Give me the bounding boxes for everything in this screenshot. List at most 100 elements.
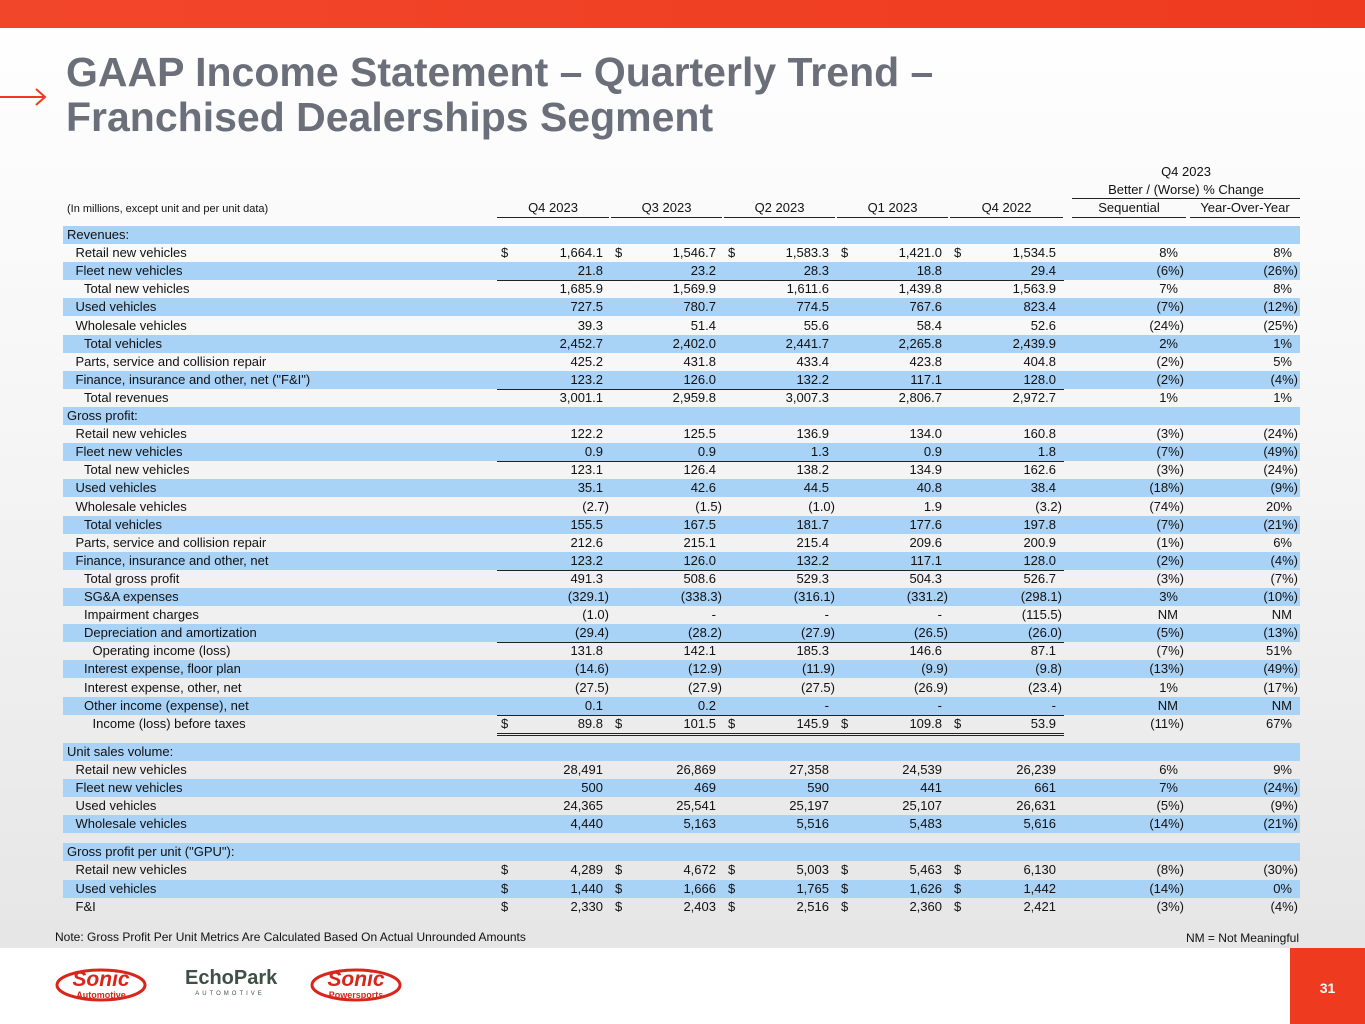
change-cell: (12%) bbox=[1263, 299, 1298, 315]
cell: 123.1 bbox=[570, 462, 603, 478]
cell: 101.5 bbox=[683, 715, 716, 731]
currency-sign: $ bbox=[501, 880, 509, 896]
cell: 767.6 bbox=[909, 299, 942, 315]
row-label: Used vehicles bbox=[75, 798, 157, 814]
cell: 500 bbox=[581, 780, 603, 795]
cell: 162.6 bbox=[1023, 462, 1056, 478]
change-cell: 5% bbox=[1273, 353, 1292, 369]
total-rule bbox=[497, 732, 1064, 736]
cell: 58.4 bbox=[916, 317, 942, 333]
cell: 5,516 bbox=[796, 816, 829, 832]
cell: 1,546.7 bbox=[672, 245, 716, 261]
cell: 5,616 bbox=[1023, 816, 1056, 832]
change-cell: (24%) bbox=[1149, 317, 1184, 333]
cell: - bbox=[937, 607, 942, 623]
row-label: Retail new vehicles bbox=[75, 245, 187, 261]
title-line: GAAP Income Statement – Quarterly Trend … bbox=[66, 49, 934, 95]
cell: 780.7 bbox=[683, 299, 716, 315]
change-cell: (3%) bbox=[1156, 570, 1184, 586]
currency-sign: $ bbox=[841, 880, 849, 896]
row-label: Fleet new vehicles bbox=[75, 444, 183, 460]
cell: - bbox=[824, 607, 829, 623]
row-label: Total new vehicles bbox=[84, 281, 190, 297]
change-cell: (21%) bbox=[1263, 816, 1298, 832]
cell: 185.3 bbox=[796, 643, 829, 659]
row-shade bbox=[63, 742, 1300, 761]
row-label: Interest expense, other, net bbox=[84, 679, 242, 695]
cell: 26,239 bbox=[1016, 761, 1056, 777]
currency-sign: $ bbox=[841, 898, 849, 914]
change-cell: (14%) bbox=[1149, 880, 1184, 896]
change-cell: (49%) bbox=[1263, 444, 1298, 460]
cell: 433.4 bbox=[796, 353, 829, 369]
cell: 25,197 bbox=[789, 798, 829, 814]
cell: 1,664.1 bbox=[559, 245, 603, 261]
cell: (26.5) bbox=[914, 625, 948, 641]
cell: 52.6 bbox=[1030, 317, 1056, 333]
cell: (1.0) bbox=[808, 498, 835, 514]
cell: (28.2) bbox=[688, 625, 722, 641]
footer-band bbox=[0, 948, 1290, 1024]
cell: 126.4 bbox=[683, 462, 716, 478]
cell: 504.3 bbox=[909, 570, 942, 586]
change-cell: 9% bbox=[1273, 761, 1292, 777]
change-cell: (5%) bbox=[1156, 798, 1184, 814]
change-cell: (3%) bbox=[1156, 898, 1184, 914]
row-shade bbox=[63, 696, 1300, 715]
cell: 1,439.8 bbox=[898, 281, 942, 297]
currency-sign: $ bbox=[728, 862, 736, 878]
units-note: (In millions, except unit and per unit d… bbox=[67, 203, 269, 215]
cell: 1.8 bbox=[1037, 444, 1056, 460]
cell: - bbox=[937, 697, 942, 713]
currency-sign: $ bbox=[728, 245, 736, 261]
currency-sign: $ bbox=[954, 715, 962, 731]
cell: 51.4 bbox=[690, 317, 716, 333]
cell: 25,107 bbox=[902, 798, 942, 814]
row-shade bbox=[63, 443, 1300, 462]
logo-name: Sonic bbox=[72, 968, 130, 991]
cell: 44.5 bbox=[803, 480, 829, 496]
cell: 431.8 bbox=[683, 353, 716, 369]
currency-sign: $ bbox=[501, 715, 509, 731]
cell: 35.1 bbox=[577, 480, 603, 496]
row-shade bbox=[63, 479, 1300, 498]
row-label: Total revenues bbox=[84, 389, 169, 405]
cell: 128.0 bbox=[1023, 371, 1056, 387]
change-cell: (2%) bbox=[1156, 371, 1184, 387]
cell: 3,007.3 bbox=[785, 389, 829, 405]
cell: 39.3 bbox=[577, 317, 603, 333]
header-rule bbox=[837, 217, 948, 218]
change-cell: (18%) bbox=[1149, 480, 1184, 496]
cell: 134.9 bbox=[909, 462, 942, 478]
cell: 661 bbox=[1034, 780, 1056, 795]
cell: (115.5) bbox=[1021, 607, 1062, 623]
row-shade bbox=[63, 624, 1300, 643]
cell: 508.6 bbox=[683, 570, 716, 586]
change-cell: (26%) bbox=[1263, 263, 1298, 279]
cell: - bbox=[824, 697, 829, 713]
change-cell: (25%) bbox=[1263, 317, 1298, 333]
currency-sign: $ bbox=[615, 862, 623, 878]
logo: Sonic Powersports bbox=[310, 965, 402, 1005]
change-cell: (4%) bbox=[1270, 371, 1298, 387]
row-label: Total vehicles bbox=[84, 516, 163, 532]
currency-sign: $ bbox=[954, 245, 962, 261]
change-title: Better / (Worse) % Change bbox=[1108, 182, 1264, 197]
change-cell: (17%) bbox=[1263, 679, 1298, 695]
footnote: Note: Gross Profit Per Unit Metrics Are … bbox=[55, 930, 526, 944]
cell: 209.6 bbox=[909, 534, 942, 550]
cell: 25,541 bbox=[676, 798, 716, 814]
cell: 0.9 bbox=[584, 444, 603, 460]
cell: 26,869 bbox=[676, 761, 716, 777]
row-label: Parts, service and collision repair bbox=[75, 353, 267, 369]
change-cell: (21%) bbox=[1263, 516, 1298, 532]
change-cell: 7% bbox=[1159, 780, 1178, 795]
cell: 441 bbox=[920, 780, 942, 795]
cell: 142.1 bbox=[683, 643, 716, 659]
column-header: Q2 2023 bbox=[754, 200, 805, 215]
change-cell: (7%) bbox=[1156, 299, 1184, 315]
row-label: SG&A expenses bbox=[84, 589, 179, 604]
change-cell: (11%) bbox=[1150, 715, 1184, 731]
row-label: Wholesale vehicles bbox=[75, 816, 187, 832]
cell: 134.0 bbox=[909, 426, 942, 442]
